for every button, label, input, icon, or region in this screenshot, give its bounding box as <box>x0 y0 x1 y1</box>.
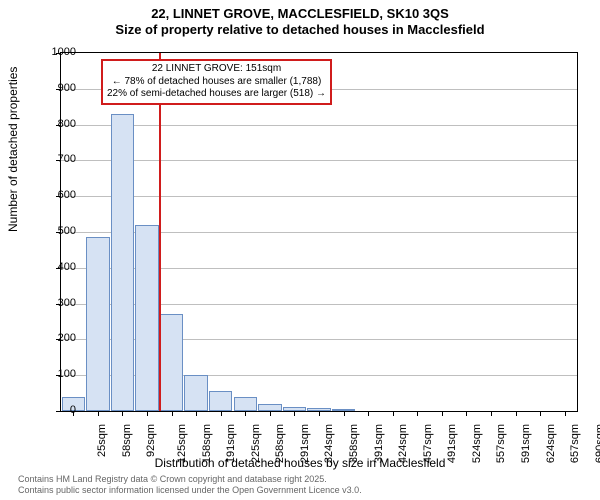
ytick-label: 600 <box>58 189 76 201</box>
xtick-mark <box>319 411 320 416</box>
xtick-label: 25sqm <box>96 424 108 457</box>
xtick-label: 324sqm <box>324 424 336 463</box>
xtick-label: 225sqm <box>250 424 262 463</box>
xtick-label: 58sqm <box>121 424 133 457</box>
ytick-label: 500 <box>58 225 76 237</box>
xtick-mark <box>221 411 222 416</box>
bar <box>135 225 158 411</box>
xtick-label: 291sqm <box>299 424 311 463</box>
bar <box>209 391 232 411</box>
xtick-mark <box>98 411 99 416</box>
xtick-label: 524sqm <box>471 424 483 463</box>
xtick-label: 491sqm <box>446 424 458 463</box>
xtick-mark <box>270 411 271 416</box>
xtick-label: 358sqm <box>348 424 360 463</box>
chart-title: 22, LINNET GROVE, MACCLESFIELD, SK10 3QS… <box>0 0 600 39</box>
xtick-label: 92sqm <box>145 424 157 457</box>
xtick-label: 191sqm <box>225 424 237 463</box>
footer-attribution: Contains HM Land Registry data © Crown c… <box>18 474 362 496</box>
xtick-mark <box>491 411 492 416</box>
xtick-label: 424sqm <box>397 424 409 463</box>
xtick-label: 158sqm <box>201 424 213 463</box>
xtick-mark <box>516 411 517 416</box>
gridline <box>61 196 577 197</box>
ytick-mark <box>56 411 61 412</box>
xtick-mark <box>540 411 541 416</box>
annotation-line-1: 22 LINNET GROVE: 151sqm <box>152 63 281 74</box>
xtick-label: 258sqm <box>274 424 286 463</box>
xtick-mark <box>196 411 197 416</box>
xtick-label: 690sqm <box>594 424 600 463</box>
gridline <box>61 160 577 161</box>
bar <box>111 114 134 411</box>
ytick-label: 900 <box>58 82 76 94</box>
xtick-label: 391sqm <box>373 424 385 463</box>
bar <box>86 237 109 411</box>
xtick-mark <box>172 411 173 416</box>
xtick-label: 624sqm <box>545 424 557 463</box>
footer-line-2: Contains public sector information licen… <box>18 485 362 495</box>
gridline <box>61 125 577 126</box>
xtick-label: 591sqm <box>520 424 532 463</box>
xtick-label: 125sqm <box>176 424 188 463</box>
ytick-label: 0 <box>70 404 76 416</box>
annotation-line-3: 22% of semi-detached houses are larger (… <box>107 88 326 99</box>
chart-container: 22, LINNET GROVE, MACCLESFIELD, SK10 3QS… <box>0 0 600 500</box>
ytick-label: 700 <box>58 153 76 165</box>
xtick-mark <box>122 411 123 416</box>
bar <box>258 404 281 411</box>
xtick-mark <box>294 411 295 416</box>
xtick-label: 657sqm <box>569 424 581 463</box>
annotation-box: 22 LINNET GROVE: 151sqm ← 78% of detache… <box>101 59 332 105</box>
xtick-mark <box>565 411 566 416</box>
ytick-label: 300 <box>58 297 76 309</box>
xtick-mark <box>344 411 345 416</box>
ytick-label: 100 <box>58 368 76 380</box>
title-line-2: Size of property relative to detached ho… <box>115 22 484 37</box>
ytick-label: 400 <box>58 261 76 273</box>
xtick-mark <box>393 411 394 416</box>
marker-line <box>159 53 161 411</box>
title-line-1: 22, LINNET GROVE, MACCLESFIELD, SK10 3QS <box>151 6 449 21</box>
ytick-label: 200 <box>58 332 76 344</box>
xtick-mark <box>442 411 443 416</box>
plot-area: 22 LINNET GROVE: 151sqm ← 78% of detache… <box>60 52 578 412</box>
xtick-label: 457sqm <box>422 424 434 463</box>
bar <box>160 314 183 411</box>
xtick-mark <box>147 411 148 416</box>
xtick-label: 557sqm <box>496 424 508 463</box>
xtick-mark <box>245 411 246 416</box>
footer-line-1: Contains HM Land Registry data © Crown c… <box>18 474 327 484</box>
bar <box>234 397 257 411</box>
annotation-line-2: ← 78% of detached houses are smaller (1,… <box>112 76 322 87</box>
bar <box>184 375 207 411</box>
xtick-mark <box>466 411 467 416</box>
ytick-label: 800 <box>58 118 76 130</box>
ytick-label: 1000 <box>52 46 76 58</box>
xtick-mark <box>417 411 418 416</box>
y-axis-label: Number of detached properties <box>6 67 20 232</box>
xtick-mark <box>368 411 369 416</box>
